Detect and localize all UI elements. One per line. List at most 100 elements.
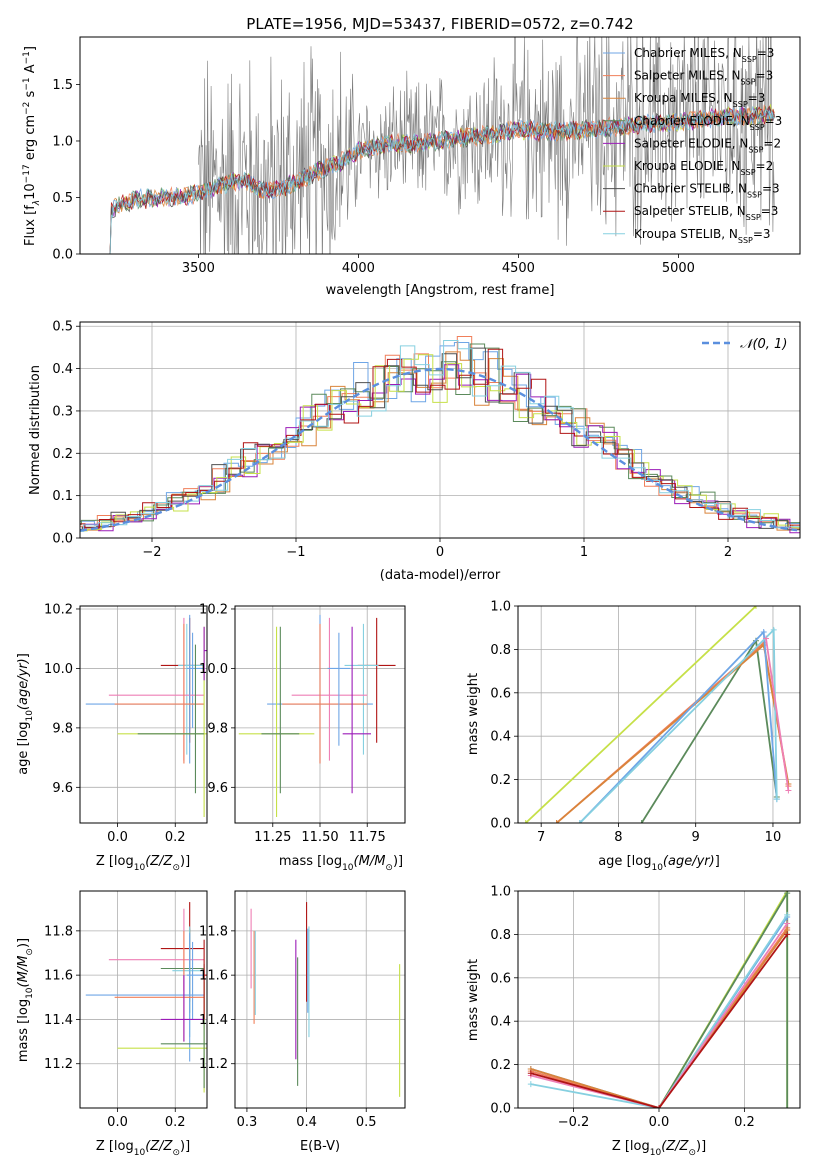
legend-label: 𝒩(0, 1) (740, 337, 787, 352)
legend-label: Salpeter STELIB, NSSP=3 (634, 204, 778, 222)
y-tick-label: 0.6 (490, 686, 511, 701)
x-tick-label: 0.5 (356, 1115, 377, 1130)
x-axis-label: Z [log10(Z/Z⊙)] (96, 1139, 190, 1158)
x-tick-label: 0.0 (649, 1115, 670, 1130)
y-tick-label: 9.6 (207, 781, 228, 796)
x-tick-label: 0.2 (734, 1115, 755, 1130)
y-tick-label: 0.4 (52, 362, 73, 377)
errorbar-point (327, 632, 351, 746)
legend-label: Kroupa ELODIE, NSSP=2 (634, 159, 773, 177)
weight-marker (522, 820, 529, 823)
weight-marker (784, 1105, 791, 1108)
weight-line (765, 638, 790, 791)
legend-label: Chabrier MILES, NSSP=3 (634, 46, 774, 64)
x-tick-label: 0.2 (165, 830, 186, 845)
y-axis-label: Normed distribution (28, 365, 43, 495)
x-axis-label: Z [log10(Z/Z⊙)] (612, 1139, 706, 1158)
plot-area (250, 902, 401, 1097)
histogram-chabrier-stelib (80, 347, 800, 531)
spectrum-legend: Chabrier MILES, NSSP=3 Salpeter MILES, NS… (603, 46, 782, 244)
x-tick-label: 11.50 (301, 830, 338, 845)
x-tick-label: −1 (286, 545, 305, 560)
legend-label: Chabrier ELODIE, NSSP=3 (634, 114, 782, 132)
x-axis-label: (data-model)/error (380, 568, 501, 583)
legend-label: Kroupa MILES, NSSP=3 (634, 91, 765, 109)
x-tick-label: 0.0 (107, 1115, 128, 1130)
y-tick-label: 11.4 (44, 1013, 73, 1028)
histogram-salpeter-miles (80, 336, 800, 531)
mass-vs-metallicity-panel: 0.0 0.2 11.2 11.4 11.6 11.8 Z [log10(Z/Z⊙)] mas… (16, 890, 208, 1158)
spectrum-panel: 3500 4000 4500 5000 0.0 0.5 1.0 1.5 Chabrier MIL… (22, 36, 801, 298)
errorbar-point (114, 930, 205, 1042)
errorbar-point (117, 626, 207, 818)
plot-area (85, 614, 207, 818)
y-tick-label: 10.2 (44, 602, 73, 617)
weight-line (525, 606, 757, 823)
histogram-kroupa-miles (80, 351, 800, 531)
x-tick-label: 0.0 (107, 830, 128, 845)
y-tick-label: 10.2 (199, 602, 228, 617)
axes-frame (79, 605, 208, 824)
errorbar-point (282, 623, 368, 764)
weight-marker (576, 820, 583, 823)
legend-label: Chabrier STELIB, NSSP=3 (634, 182, 780, 200)
x-tick-label: 0 (436, 545, 444, 560)
x-tick-label: 7 (537, 830, 545, 845)
x-axis-label: age [log10(age/yr)] (598, 854, 720, 873)
errorbar-point (291, 617, 368, 761)
errorbar-point (160, 617, 205, 743)
x-tick-label: 5000 (662, 261, 695, 276)
weight-line (530, 929, 788, 1108)
x-tick-label: −2 (142, 545, 161, 560)
y-tick-label: 9.8 (52, 721, 73, 736)
weight-marker (763, 635, 770, 642)
x-axis-label: Z [log10(Z/Z⊙)] (96, 854, 190, 873)
weight-marker (784, 911, 791, 918)
x-tick-label: 8 (614, 830, 622, 845)
y-tick-label: 11.8 (199, 924, 228, 939)
y-tick-label: 0.8 (490, 928, 511, 943)
legend-label: Kroupa STELIB, NSSP=3 (634, 227, 771, 245)
weight-line (530, 933, 788, 1108)
y-tick-label: 1.5 (52, 78, 73, 93)
y-tick-label: 9.8 (207, 721, 228, 736)
weight-marker (752, 606, 759, 609)
y-axis-label: mass [log10(M/M⊙)] (16, 938, 35, 1062)
errorbar-point (114, 623, 205, 764)
age-vs-metallicity-panel: 0.0 0.2 9.6 9.8 10.0 10.2 Z [log10(Z/Z⊙)] age [… (16, 602, 208, 873)
histogram-salpeter-elodie (80, 364, 800, 534)
x-tick-label: 3500 (182, 261, 215, 276)
weight-marker (527, 1070, 534, 1077)
model-spectrum-salpeter-stelib (108, 105, 775, 254)
axes-frame (79, 890, 208, 1109)
errorbar-point (261, 626, 300, 794)
x-tick-label: 9 (692, 830, 700, 845)
y-tick-label: 0.0 (52, 248, 73, 263)
y-tick-label: 0.1 (52, 489, 73, 504)
y-tick-label: 0.0 (52, 532, 73, 547)
weight-marker (770, 626, 777, 633)
x-tick-label: 10 (765, 830, 782, 845)
y-tick-label: 0.3 (52, 404, 73, 419)
x-tick-label: 1 (580, 545, 588, 560)
axes-frame (79, 36, 801, 255)
y-tick-label: 11.4 (199, 1013, 228, 1028)
weight-marker (773, 796, 780, 803)
errorbar-point (344, 623, 379, 755)
weight-marker (784, 931, 791, 938)
errorbar-point (160, 902, 205, 1002)
weight-line (556, 641, 790, 823)
figure-title: PLATE=1956, MJD=53437, FIBERID=0572, z=0… (246, 15, 633, 33)
y-tick-label: 0.6 (490, 971, 511, 986)
y-tick-label: 0.5 (52, 191, 73, 206)
weight-marker (527, 1081, 534, 1088)
weight-marker (553, 820, 560, 823)
y-tick-label: 0.2 (490, 773, 511, 788)
plot-area (522, 606, 792, 823)
legend-label: Salpeter MILES, NSSP=3 (634, 69, 773, 87)
plot-area (527, 891, 791, 1108)
x-axis-label: E(B-V) (300, 1139, 340, 1154)
axes-frame (234, 605, 406, 824)
y-tick-label: 9.6 (52, 781, 73, 796)
y-tick-label: 0.5 (52, 320, 73, 335)
